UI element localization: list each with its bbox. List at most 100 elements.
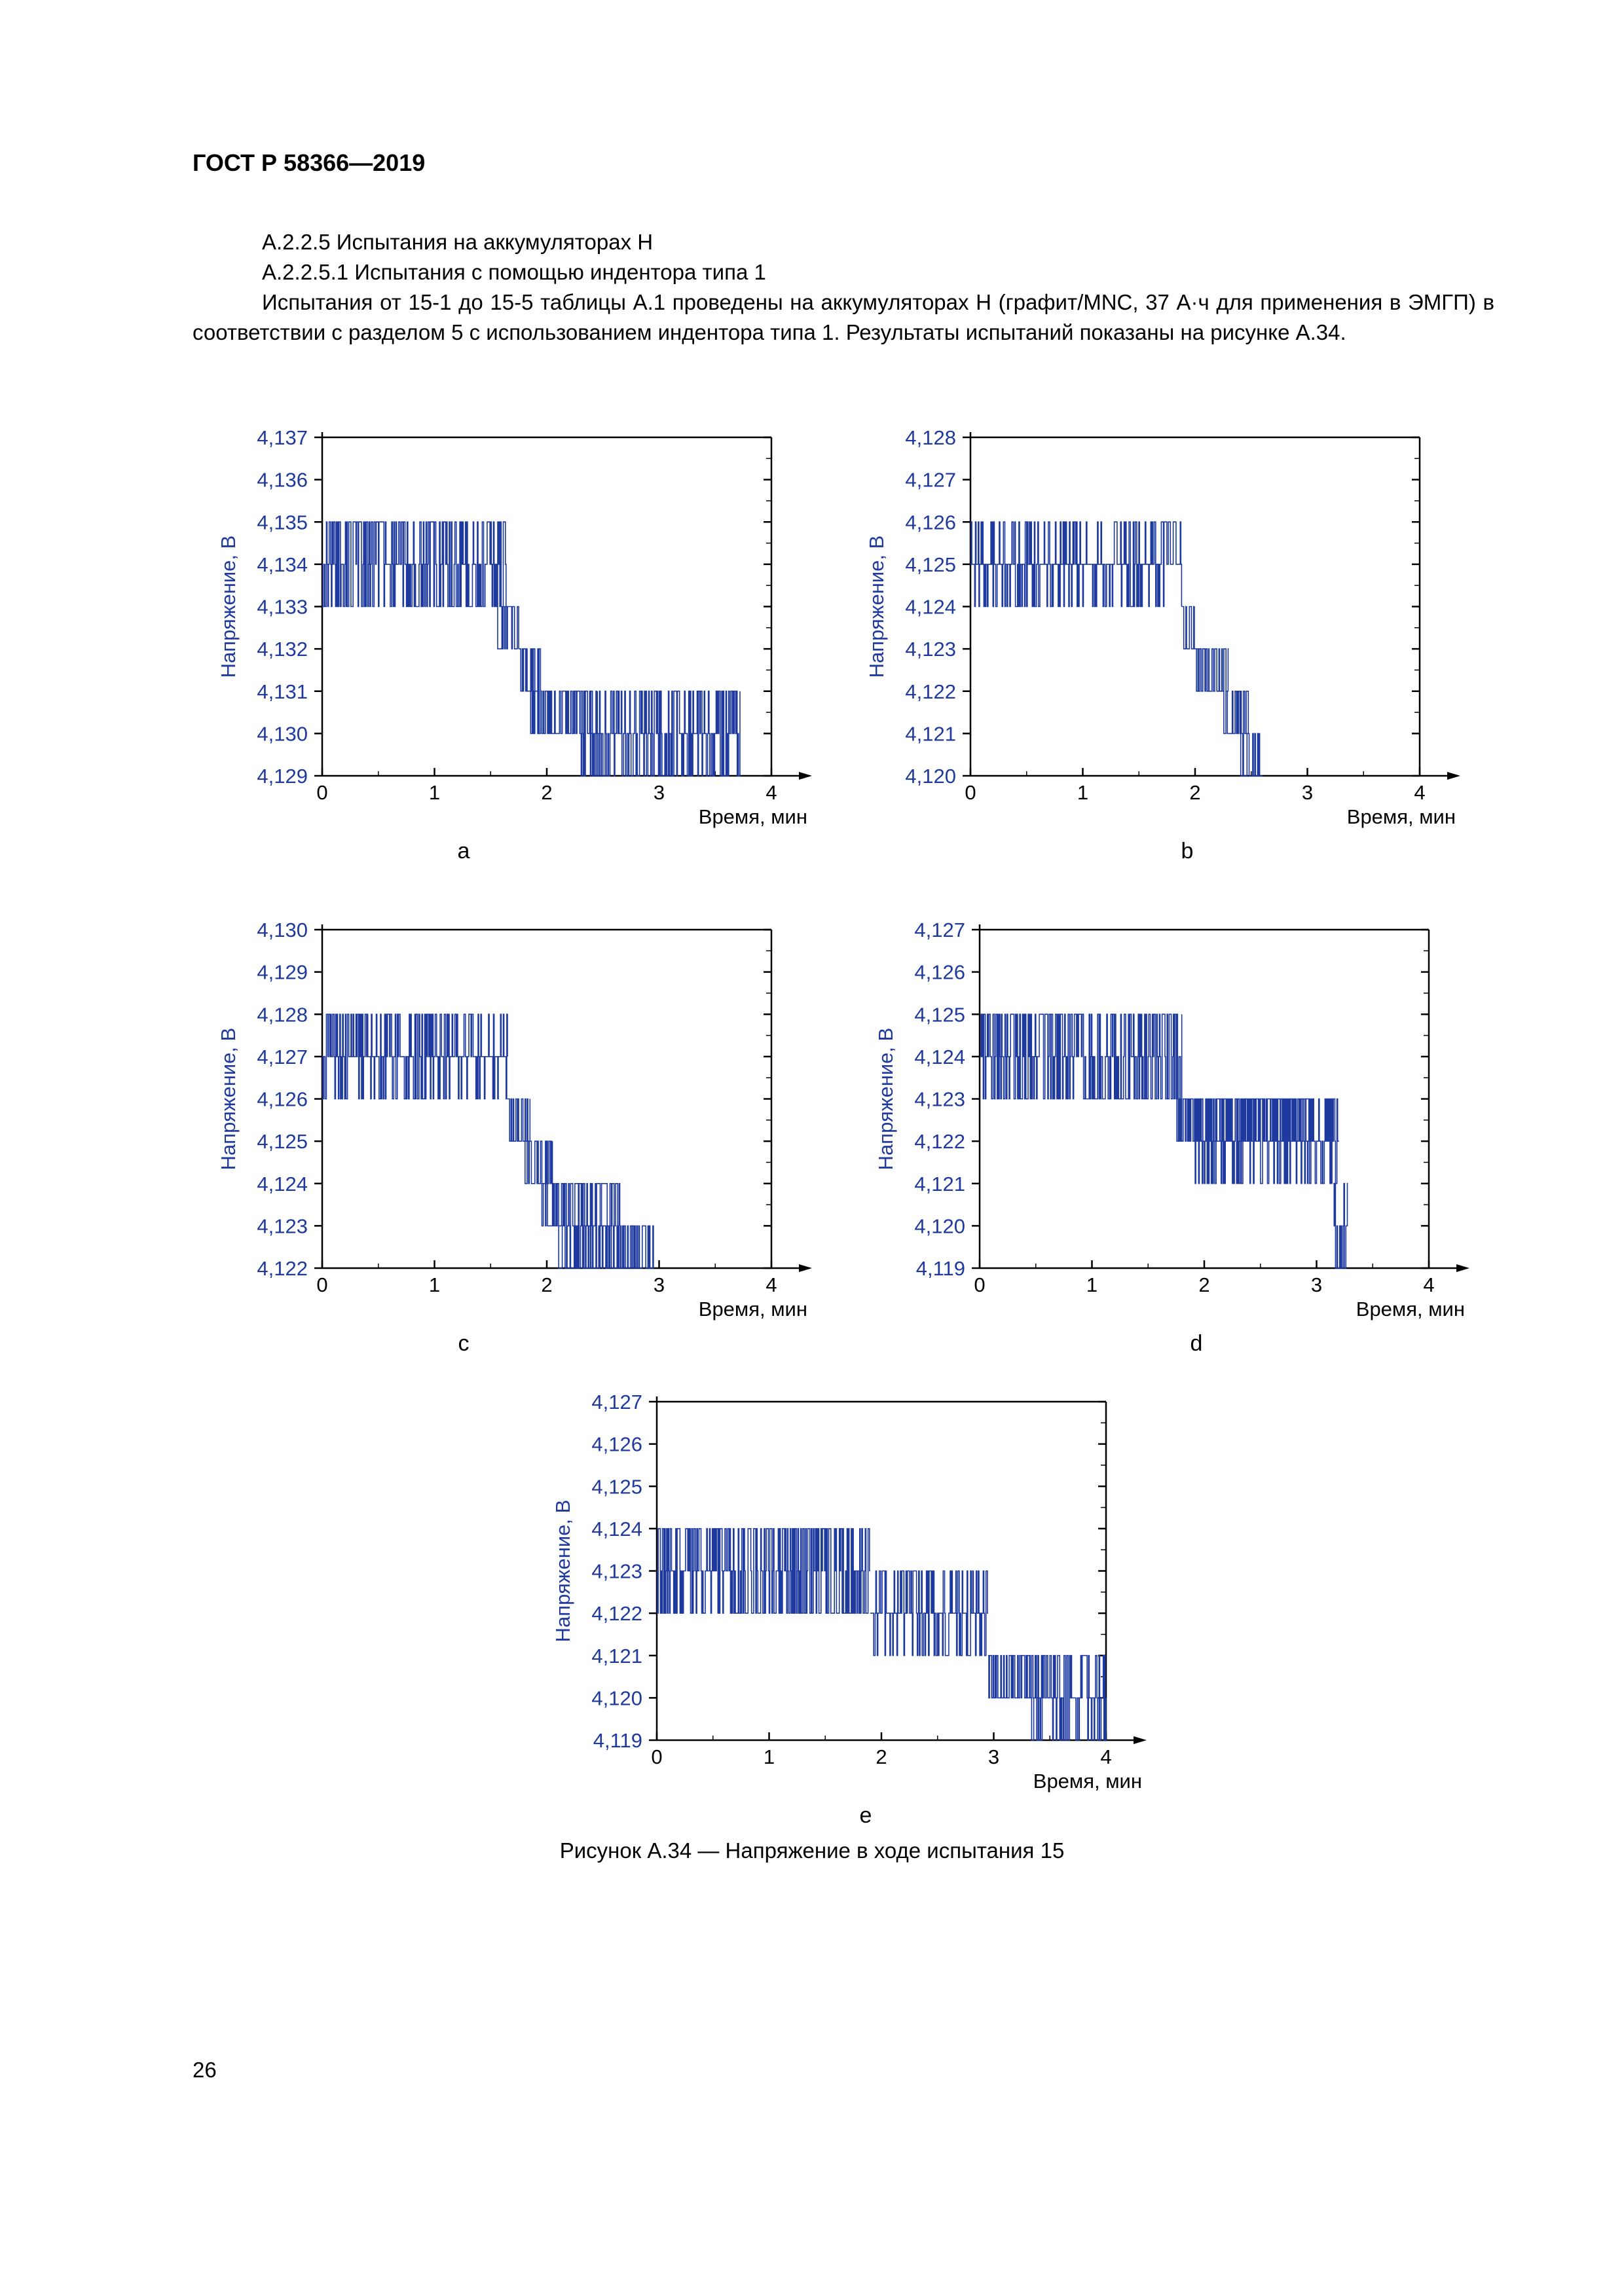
y-tick-label: 4,137 [257, 426, 308, 449]
y-tick-label: 4,125 [905, 553, 956, 576]
figure-caption: Рисунок А.34 — Напряжение в ходе испытан… [559, 1838, 1065, 1863]
chart-panel-e: 4,119 4,120 4,121 4,122 4,123 4,124 4,125 4,126… [551, 1391, 1147, 1828]
x-tick-label: 4 [766, 1273, 777, 1296]
x-tick-label: 4 [1414, 781, 1425, 804]
x-axis-label: Время, мин [699, 805, 807, 828]
x-tick-label: 0 [965, 781, 976, 804]
y-tick-label: 4,119 [593, 1729, 642, 1752]
y-tick-label: 4,129 [257, 961, 308, 984]
y-tick-label: 4,127 [257, 1046, 308, 1068]
x-tick-label: 0 [316, 1273, 327, 1296]
x-tick-label: 1 [429, 781, 440, 804]
x-tick-label: 4 [1423, 1273, 1434, 1296]
chart-panel-c: 4,122 4,123 4,124 4,125 4,126 4,127 4,128 4,129… [217, 919, 812, 1356]
y-tick-label: 4,120 [905, 765, 956, 788]
y-tick-label: 4,135 [257, 511, 308, 534]
x-tick-label: 1 [1086, 1273, 1098, 1296]
x-tick-label: 3 [654, 1273, 665, 1296]
voltage-series-e [657, 1528, 1107, 1741]
y-axis-label: Напряжение, В [217, 1028, 240, 1171]
x-tick-label: 3 [1302, 781, 1313, 804]
x-tick-label: 2 [876, 1745, 887, 1768]
y-tick-label: 4,122 [257, 1257, 308, 1280]
x-tick-label: 3 [988, 1745, 999, 1768]
y-tick-label: 4,125 [914, 1003, 965, 1026]
x-axis-arrow-icon [1134, 1736, 1147, 1744]
body-paragraph: Испытания от 15-1 до 15-5 таблицы А.1 пр… [193, 290, 1494, 344]
voltage-series-d [980, 1013, 1348, 1269]
x-axis-label: Время, мин [1356, 1298, 1465, 1321]
y-tick-label: 4,132 [257, 638, 308, 661]
x-tick-label: 2 [541, 781, 552, 804]
panel-label-a: а [458, 839, 470, 864]
y-tick-label: 4,122 [591, 1602, 642, 1625]
x-axis-arrow-icon [1447, 772, 1460, 780]
y-tick-label: 4,122 [905, 680, 956, 703]
y-tick-label: 4,124 [591, 1518, 642, 1540]
y-axis-label: Напряжение, В [874, 1028, 897, 1171]
voltage-series-b [970, 521, 1263, 776]
page-number: 26 [193, 2058, 217, 2082]
x-axis-arrow-icon [1456, 1264, 1469, 1272]
panel-label-d: d [1190, 1331, 1203, 1356]
y-tick-label: 4,128 [905, 426, 956, 449]
y-tick-label: 4,125 [591, 1475, 642, 1498]
y-tick-label: 4,127 [591, 1391, 642, 1413]
x-tick-label: 3 [1311, 1273, 1322, 1296]
x-tick-label: 2 [541, 1273, 552, 1296]
x-tick-label: 4 [766, 781, 777, 804]
y-tick-label: 4,122 [914, 1130, 965, 1153]
y-tick-label: 4,120 [914, 1214, 965, 1237]
y-tick-label: 4,121 [905, 722, 956, 745]
section-heading-a2251: А.2.2.5.1 Испытания с помощью индентора … [262, 260, 766, 284]
y-tick-label: 4,126 [591, 1433, 642, 1456]
panel-label-b: b [1181, 839, 1194, 864]
y-tick-label: 4,126 [257, 1088, 308, 1111]
y-axis-label: Напряжение, В [551, 1500, 574, 1643]
x-tick-label: 0 [651, 1745, 662, 1768]
y-axis-label: Напряжение, В [217, 536, 240, 678]
y-tick-label: 4,130 [257, 722, 308, 745]
panel-label-c: c [458, 1331, 470, 1356]
y-tick-label: 4,127 [914, 919, 965, 941]
chart-panel-d: 4,119 4,120 4,121 4,122 4,123 4,124 4,125 4,126… [874, 919, 1469, 1356]
y-tick-label: 4,123 [905, 638, 956, 661]
y-tick-label: 4,129 [257, 765, 308, 788]
y-tick-label: 4,130 [257, 919, 308, 941]
y-tick-label: 4,123 [257, 1214, 308, 1237]
chart-panel-b: 4,120 4,121 4,122 4,123 4,124 4,125 4,126 4,127… [865, 426, 1460, 864]
x-tick-label: 1 [1077, 781, 1088, 804]
y-tick-label: 4,126 [905, 511, 956, 534]
y-tick-label: 4,126 [914, 961, 965, 984]
x-tick-label: 3 [654, 781, 665, 804]
x-tick-label: 1 [764, 1745, 775, 1768]
y-tick-label: 4,128 [257, 1003, 308, 1026]
y-axis-label: Напряжение, В [865, 536, 888, 678]
x-tick-label: 2 [1198, 1273, 1209, 1296]
y-tick-label: 4,125 [257, 1130, 308, 1153]
y-tick-label: 4,124 [257, 1173, 308, 1195]
x-axis-arrow-icon [799, 1264, 812, 1272]
y-tick-label: 4,131 [257, 680, 308, 703]
x-tick-label: 1 [429, 1273, 440, 1296]
x-tick-label: 2 [1189, 781, 1200, 804]
y-tick-label: 4,123 [914, 1088, 965, 1111]
x-axis-arrow-icon [799, 772, 812, 780]
x-axis-label: Время, мин [1033, 1770, 1142, 1793]
voltage-series-c [322, 1013, 654, 1269]
x-axis-label: Время, мин [699, 1298, 807, 1321]
x-tick-label: 0 [974, 1273, 985, 1296]
y-tick-label: 4,136 [257, 469, 308, 492]
y-tick-label: 4,133 [257, 596, 308, 619]
x-axis-label: Время, мин [1347, 805, 1456, 828]
x-tick-label: 0 [316, 781, 327, 804]
voltage-series-a [322, 521, 741, 776]
y-tick-label: 4,127 [905, 469, 956, 492]
chart-panel-a: 4,129 4,130 4,131 4,132 4,133 4,134 4,135 4,136… [217, 426, 812, 864]
y-tick-label: 4,120 [591, 1686, 642, 1709]
section-heading-a225: А.2.2.5 Испытания на аккумуляторах Н [262, 230, 654, 254]
panel-label-e: e [860, 1803, 872, 1828]
x-tick-label: 4 [1100, 1745, 1111, 1768]
y-tick-label: 4,121 [914, 1173, 965, 1195]
